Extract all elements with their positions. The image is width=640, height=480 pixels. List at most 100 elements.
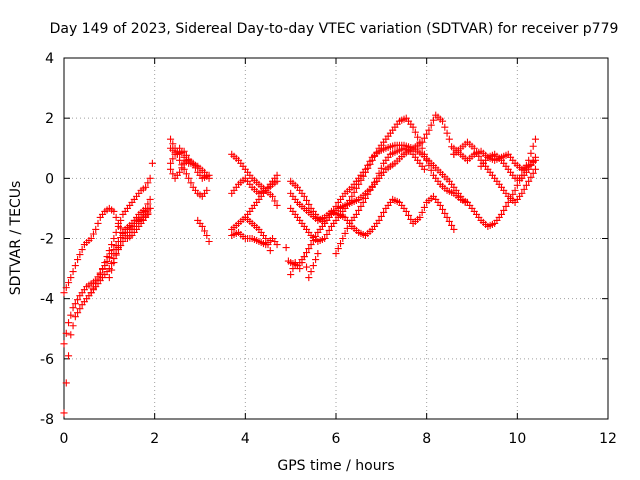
y-tick-label: -8 (40, 412, 54, 428)
data-point-marker (438, 205, 447, 213)
data-point-marker (402, 207, 410, 215)
data-point-marker (110, 259, 118, 267)
data-point-marker (423, 156, 431, 164)
data-point-marker (518, 189, 526, 197)
data-point-marker (438, 117, 447, 125)
data-point-marker (176, 156, 184, 164)
data-point-marker (377, 212, 385, 220)
data-point-marker (64, 352, 73, 360)
data-point-marker (529, 142, 537, 150)
y-axis-label: SDTVAR / TECUs (8, 181, 24, 296)
data-point-marker (409, 123, 417, 131)
data-point-marker (98, 265, 107, 273)
data-markers (60, 111, 540, 417)
data-point-marker (114, 243, 122, 252)
data-point-marker (282, 243, 290, 252)
data-point-marker (312, 232, 320, 241)
data-point-marker (60, 409, 68, 417)
chart-title: Day 149 of 2023, Sidereal Day-to-day VTE… (50, 21, 619, 37)
data-point-marker (418, 144, 426, 152)
data-point-marker (436, 201, 444, 209)
data-point-marker (321, 234, 329, 243)
data-point-marker (101, 259, 109, 267)
data-point-marker (62, 284, 70, 292)
data-point-marker (323, 230, 331, 239)
data-point-marker (176, 144, 184, 152)
data-point-marker (307, 268, 315, 276)
y-tick-label: -4 (40, 292, 54, 308)
data-point-marker (359, 172, 367, 180)
grid-lines (64, 58, 608, 419)
data-point-marker (205, 174, 213, 182)
series-track-20 (282, 243, 322, 282)
data-point-marker (146, 204, 154, 212)
data-point-marker (350, 188, 358, 196)
data-point-marker (74, 296, 82, 304)
data-point-marker (497, 210, 506, 218)
data-point-marker (411, 128, 419, 136)
data-point-marker (169, 155, 177, 163)
data-point-marker (105, 274, 113, 282)
data-point-marker (361, 168, 370, 176)
data-point-marker (332, 249, 340, 258)
data-point-marker (420, 134, 428, 142)
data-point-marker (89, 230, 98, 238)
data-point-marker (511, 186, 519, 194)
data-point-marker (427, 166, 435, 174)
data-point-marker (418, 138, 426, 146)
data-point-marker (110, 234, 118, 243)
data-point-marker (423, 130, 431, 138)
data-point-marker (425, 161, 433, 169)
data-point-marker (287, 271, 295, 279)
data-point-marker (527, 173, 535, 181)
data-point-marker (309, 262, 317, 270)
data-point-marker (334, 244, 342, 253)
data-point-marker (298, 259, 306, 267)
data-point-marker (74, 256, 82, 264)
data-point-marker (76, 250, 84, 259)
x-tick-label: 10 (508, 431, 526, 447)
series-track-24 (450, 144, 540, 173)
data-point-marker (429, 116, 438, 124)
data-point-marker (146, 174, 154, 182)
data-point-marker (325, 226, 333, 235)
data-point-marker (166, 135, 175, 143)
data-point-marker (89, 284, 98, 292)
data-point-marker (64, 279, 73, 287)
series-track-15 (241, 213, 274, 255)
y-tick-label: -6 (40, 352, 54, 368)
data-point-marker (522, 181, 530, 189)
data-point-marker (427, 121, 435, 129)
data-point-marker (271, 197, 279, 205)
data-point-marker (169, 140, 177, 148)
data-point-marker (443, 129, 451, 137)
data-point-marker (506, 194, 515, 202)
data-point-marker (355, 206, 363, 214)
data-point-marker (377, 164, 385, 172)
data-point-marker (112, 228, 120, 237)
x-tick-label: 0 (60, 431, 69, 447)
x-tick-label: 8 (422, 431, 431, 447)
y-tick-label: 2 (45, 111, 54, 127)
x-tick-label: 2 (150, 431, 159, 447)
data-point-marker (112, 213, 120, 221)
data-point-marker (87, 289, 95, 297)
data-point-marker (76, 305, 84, 313)
data-point-marker (268, 192, 277, 200)
data-point-marker (445, 135, 453, 143)
data-point-marker (357, 176, 365, 184)
data-point-marker (420, 165, 428, 173)
series-track-14 (228, 228, 281, 249)
data-point-marker (500, 206, 508, 214)
series-track-23 (463, 135, 540, 231)
series-track-22 (450, 138, 540, 206)
data-point-marker (366, 160, 374, 168)
data-point-marker (302, 263, 311, 271)
x-axis-label: GPS time / hours (277, 458, 394, 474)
data-point-marker (103, 253, 111, 261)
data-point-marker (307, 240, 315, 249)
data-point-marker (300, 192, 308, 200)
y-tick-label: 4 (45, 51, 54, 67)
data-point-marker (375, 216, 383, 224)
series-track-25 (477, 150, 540, 182)
